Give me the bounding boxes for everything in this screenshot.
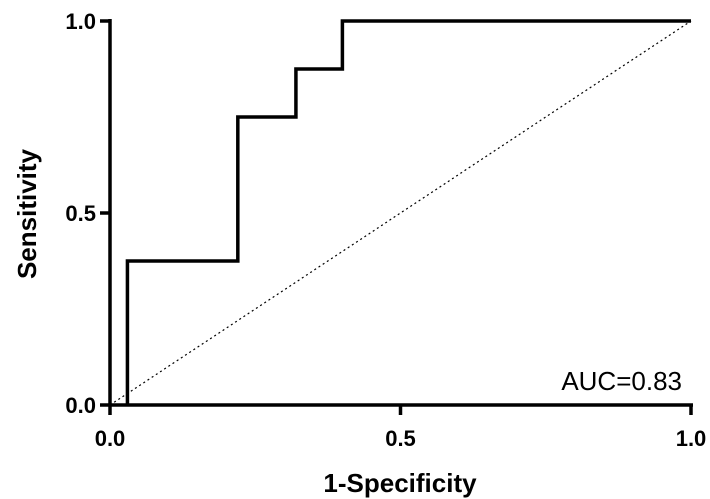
x-tick-label: 0.0 xyxy=(95,426,126,451)
y-tick-label: 0.0 xyxy=(65,393,96,418)
reference-diagonal-line xyxy=(110,21,691,405)
x-tick-label: 1.0 xyxy=(676,426,707,451)
x-axis-label: 1-Specificity xyxy=(323,468,477,498)
x-tick-label: 0.5 xyxy=(385,426,416,451)
auc-annotation: AUC=0.83 xyxy=(561,366,682,396)
y-tick-label: 0.5 xyxy=(65,201,96,226)
y-tick-label: 1.0 xyxy=(65,9,96,34)
y-axis-label: Sensitivity xyxy=(12,148,42,279)
roc-curve-line xyxy=(127,21,691,405)
